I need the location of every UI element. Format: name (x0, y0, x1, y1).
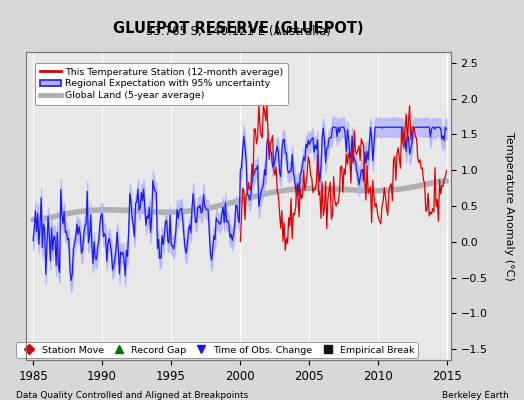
Text: Data Quality Controlled and Aligned at Breakpoints: Data Quality Controlled and Aligned at B… (16, 391, 248, 400)
Y-axis label: Temperature Anomaly (°C): Temperature Anomaly (°C) (504, 132, 514, 280)
Text: Berkeley Earth: Berkeley Earth (442, 391, 508, 400)
Legend: Station Move, Record Gap, Time of Obs. Change, Empirical Break: Station Move, Record Gap, Time of Obs. C… (16, 342, 418, 358)
Title: GLUEPOT RESERVE (GLUEPOT): GLUEPOT RESERVE (GLUEPOT) (113, 20, 364, 36)
Text: 33.765 S, 140.121 E (Australia): 33.765 S, 140.121 E (Australia) (146, 25, 331, 38)
